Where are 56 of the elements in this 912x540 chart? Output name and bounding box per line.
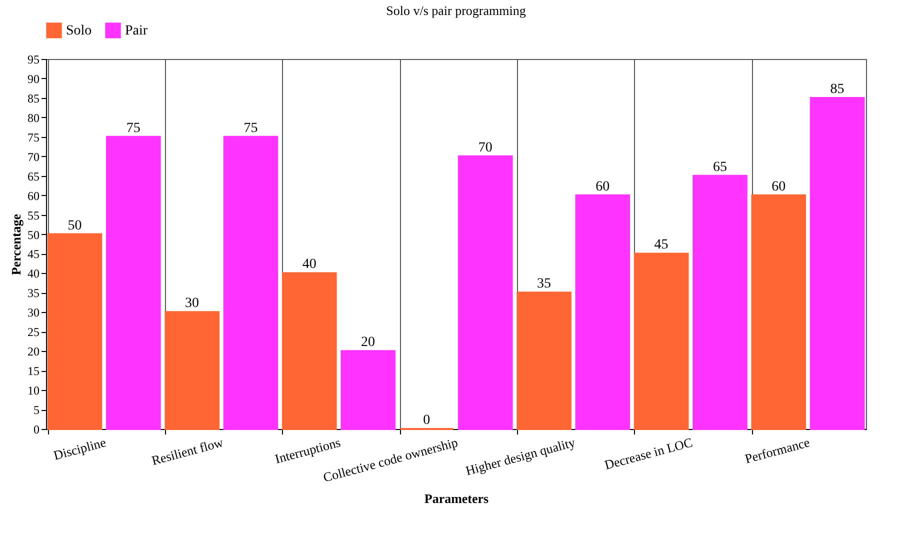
bar <box>751 194 806 430</box>
y-tick-label: 40 <box>28 266 40 281</box>
y-tick-label: 15 <box>28 364 40 378</box>
y-axis-title: Percentage <box>8 214 24 276</box>
bar <box>282 272 337 430</box>
data-label: 70 <box>478 140 492 156</box>
data-label: 30 <box>185 296 200 312</box>
y-tick-label: 80 <box>28 110 40 125</box>
bar <box>106 136 161 430</box>
bar <box>223 136 278 430</box>
data-label: 60 <box>772 179 786 194</box>
bar <box>692 174 748 430</box>
bar <box>340 350 396 430</box>
data-label: 0 <box>423 413 430 428</box>
x-tick-label: Resilient flow <box>150 434 226 468</box>
x-tick-label: Discipline <box>52 434 108 463</box>
y-tick-label: 50 <box>28 228 40 242</box>
y-tick-label: 90 <box>28 72 40 86</box>
data-label: 65 <box>712 160 727 175</box>
data-label: 75 <box>126 120 140 136</box>
chart-title: Solo v/s pair programming <box>386 3 526 18</box>
y-tick-label: 55 <box>28 208 40 222</box>
y-tick-label: 45 <box>28 247 40 262</box>
y-tick-label: 10 <box>28 384 40 398</box>
data-label: 50 <box>68 218 82 234</box>
y-tick-label: 60 <box>28 188 40 203</box>
y-tick-label: 0 <box>34 422 40 436</box>
y-tick-label: 65 <box>28 169 40 184</box>
bar <box>634 252 689 430</box>
y-tick-label: 25 <box>28 325 40 340</box>
y-tick-label: 70 <box>28 150 40 164</box>
data-label: 75 <box>244 120 258 136</box>
x-tick-label: Decrease in LOC <box>602 434 694 472</box>
data-label: 60 <box>596 179 610 194</box>
y-tick-label: 75 <box>28 130 40 144</box>
y-tick-label: 35 <box>28 286 40 300</box>
legend-label: Solo <box>66 23 92 38</box>
legend-label: Pair <box>125 23 148 38</box>
bar <box>458 155 513 430</box>
y-tick-label: 85 <box>28 91 40 106</box>
data-label: 85 <box>830 82 844 97</box>
bar <box>810 96 865 430</box>
data-label: 40 <box>302 257 316 272</box>
data-label: 45 <box>654 238 668 253</box>
data-label: 20 <box>361 335 376 350</box>
bar <box>575 194 630 430</box>
y-tick-label: 5 <box>34 403 40 418</box>
y-tick-label: 30 <box>28 306 40 320</box>
x-axis-title: Parameters <box>424 490 489 506</box>
bar <box>164 311 220 430</box>
x-tick-label: Higher design quality <box>464 434 578 478</box>
data-label: 35 <box>536 276 551 292</box>
y-tick-label: 20 <box>28 344 40 359</box>
bar <box>47 233 102 430</box>
y-tick-label: 95 <box>28 52 40 66</box>
bar <box>516 292 572 430</box>
